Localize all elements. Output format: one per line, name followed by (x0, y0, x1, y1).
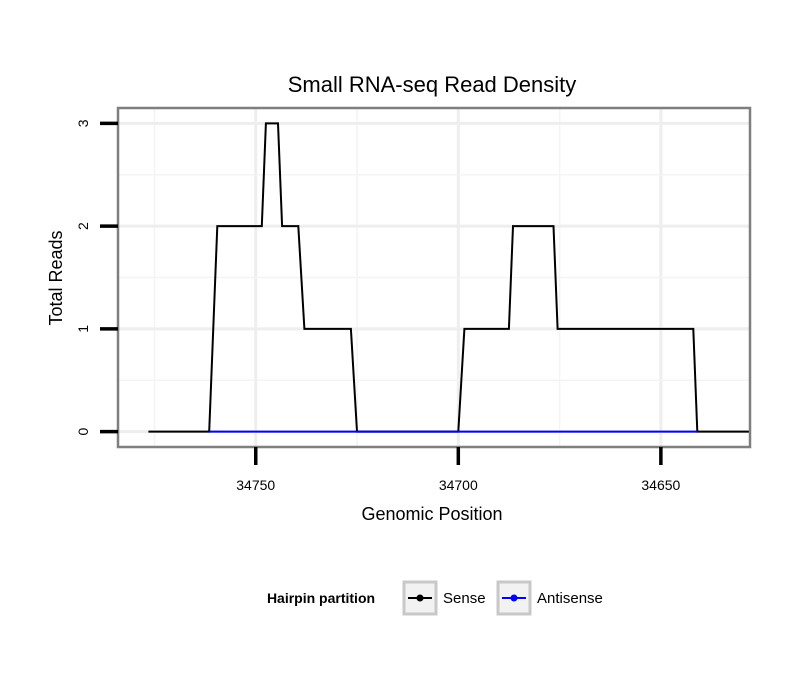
legend-marker (510, 594, 518, 602)
legend-marker (416, 594, 424, 602)
chart-title: Small RNA-seq Read Density (288, 72, 577, 97)
legend-label-sense: Sense (443, 590, 486, 607)
legend-title: Hairpin partition (267, 590, 375, 606)
axes: 34750 34700 34650 0 1 2 3 (75, 119, 681, 493)
x-tick-label: 34750 (236, 477, 275, 493)
plot-panel-border (116, 106, 752, 449)
grid (118, 108, 750, 447)
series-lines (148, 122, 750, 433)
y-axis-label: Total Reads (46, 230, 66, 325)
legend-label-antisense: Antisense (537, 590, 603, 607)
y-tick-label: 2 (75, 222, 91, 230)
x-tick-label: 34700 (439, 477, 478, 493)
series-line-sense (148, 122, 750, 433)
y-tick-label: 1 (75, 325, 91, 333)
y-tick-label: 3 (75, 119, 91, 127)
x-tick-label: 34650 (641, 477, 680, 493)
x-axis-label: Genomic Position (361, 504, 502, 524)
y-tick-label: 0 (75, 427, 91, 435)
legend: Hairpin partition Sense Antisense (267, 580, 603, 616)
